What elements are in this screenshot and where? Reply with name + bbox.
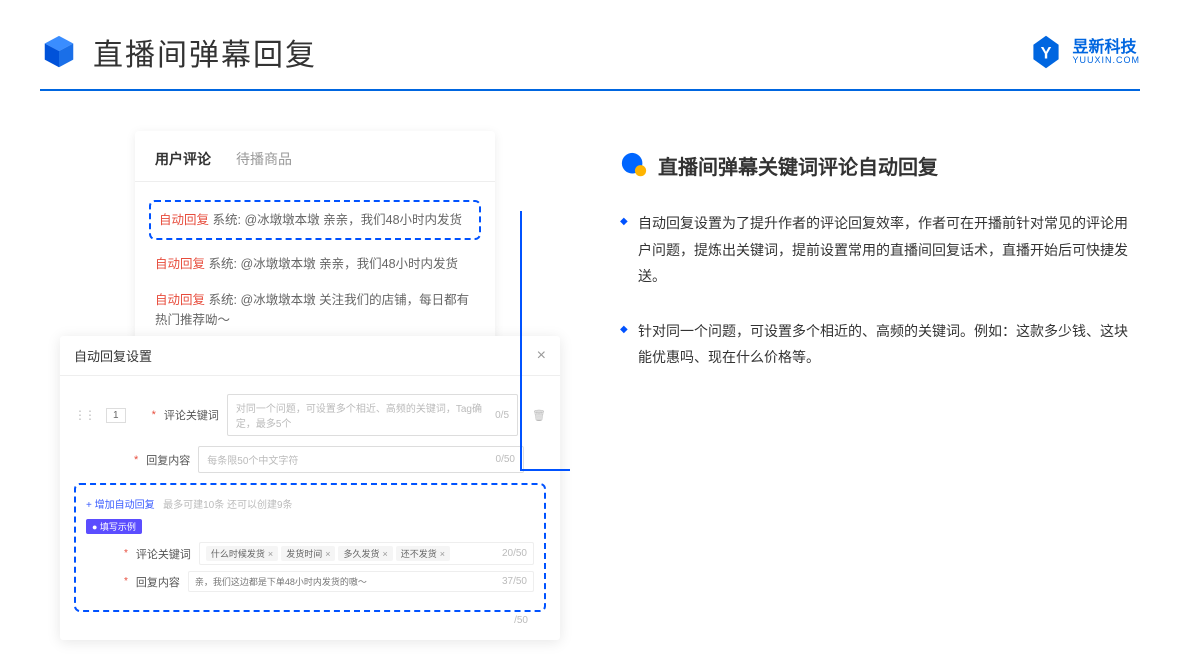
system-label: 系统:: [213, 213, 241, 227]
tag-remove-icon[interactable]: ×: [268, 549, 273, 559]
drag-handle-icon[interactable]: ⋮⋮: [74, 408, 94, 422]
example-block: + 增加自动回复 最多可建10条 还可以创建9条 ● 填写示例 * 评论关键词 …: [74, 483, 546, 612]
chat-bubble-icon: [620, 152, 648, 180]
char-count: 0/50: [496, 454, 515, 465]
outer-count: /50: [514, 615, 528, 626]
tag-remove-icon[interactable]: ×: [382, 549, 387, 559]
page-header: 直播间弹幕回复 Y 昱新科技 YUUXIN.COM: [0, 0, 1180, 89]
comment-item: 自动回复 系统: @冰墩墩本墩 亲亲，我们48小时内发货: [135, 246, 495, 282]
brand-text: 昱新科技 YUUXIN.COM: [1072, 40, 1140, 65]
ex-content-text: 亲，我们这边都是下单48小时内发货的嗷～: [195, 575, 367, 588]
ex-content-label: 回复内容: [136, 574, 180, 590]
settings-card: 自动回复设置 × ⋮⋮ 1 * 评论关键词 对同一个问题，可设置多个相近、高频的…: [60, 336, 560, 640]
bullet-item: 针对同一个问题，可设置多个相近的、高频的关键词。例如：这款多少钱、这块能优惠吗、…: [620, 318, 1140, 371]
keyword-row: ⋮⋮ 1 * 评论关键词 对同一个问题，可设置多个相近、高频的关键词，Tag确定…: [74, 394, 546, 436]
char-count: 20/50: [502, 548, 527, 559]
required-icon: *: [124, 576, 128, 587]
comment-text: @冰墩墩本墩 亲亲，我们48小时内发货: [240, 257, 458, 271]
placeholder: 每条限50个中文字符: [207, 452, 298, 467]
system-label: 系统:: [209, 257, 237, 271]
tag-remove-icon[interactable]: ×: [440, 549, 445, 559]
add-row: + 增加自动回复 最多可建10条 还可以创建9条: [86, 495, 534, 513]
settings-title: 自动回复设置: [74, 346, 152, 365]
char-count: 37/50: [502, 576, 527, 587]
required-icon: *: [152, 409, 156, 421]
settings-header: 自动回复设置 ×: [60, 336, 560, 376]
section-title: 直播间弹幕关键词评论自动回复: [658, 151, 938, 180]
keyword-input[interactable]: 对同一个问题，可设置多个相近、高频的关键词，Tag确定，最多5个 0/5: [227, 394, 518, 436]
example-content-input[interactable]: 亲，我们这边都是下单48小时内发货的嗷～ 37/50: [188, 571, 534, 592]
required-icon: *: [134, 454, 138, 466]
content-input[interactable]: 每条限50个中文字符 0/50: [198, 446, 524, 473]
header-left: 直播间弹幕回复: [40, 30, 317, 74]
bullet-item: 自动回复设置为了提升作者的评论回复效率，作者可在开播前针对常见的评论用户问题，提…: [620, 210, 1140, 290]
left-panel: 用户评论 待播商品 自动回复 系统: @冰墩墩本墩 亲亲，我们48小时内发货 自…: [60, 131, 560, 458]
system-label: 系统:: [209, 293, 237, 307]
bullet-list: 自动回复设置为了提升作者的评论回复效率，作者可在开播前针对常见的评论用户问题，提…: [620, 210, 1140, 371]
tabs: 用户评论 待播商品: [135, 149, 495, 182]
required-icon: *: [124, 548, 128, 559]
char-count: 0/5: [495, 410, 509, 421]
example-keyword-row: * 评论关键词 什么时候发货× 发货时间× 多久发货× 还不发货× 20/50: [86, 542, 534, 565]
brand-name: 昱新科技: [1072, 40, 1140, 56]
outer-count-row: /50: [74, 612, 546, 626]
close-icon[interactable]: ×: [537, 347, 546, 365]
tag-chip[interactable]: 还不发货×: [396, 546, 450, 561]
right-panel: 直播间弹幕关键词评论自动回复 自动回复设置为了提升作者的评论回复效率，作者可在开…: [620, 131, 1140, 458]
tags-wrap: 什么时候发货× 发货时间× 多久发货× 还不发货×: [206, 546, 453, 561]
trash-icon[interactable]: 🗑: [532, 409, 546, 422]
auto-reply-tag: 自动回复: [159, 213, 209, 227]
tag-remove-icon[interactable]: ×: [325, 549, 330, 559]
brand-url: YUUXIN.COM: [1072, 56, 1140, 65]
svg-text:Y: Y: [1041, 44, 1052, 62]
example-content-row: * 回复内容 亲，我们这边都是下单48小时内发货的嗷～ 37/50: [86, 571, 534, 592]
auto-reply-tag: 自动回复: [155, 257, 205, 271]
content-label: 回复内容: [146, 452, 190, 468]
page-title: 直播间弹幕回复: [93, 30, 317, 74]
brand-logo-icon: Y: [1028, 34, 1064, 70]
tag-chip[interactable]: 多久发货×: [338, 546, 392, 561]
comment-item-highlighted: 自动回复 系统: @冰墩墩本墩 亲亲，我们48小时内发货: [149, 200, 481, 240]
rule-number: 1: [106, 408, 126, 423]
content-row: * 回复内容 每条限50个中文字符 0/50: [74, 446, 546, 473]
example-keyword-input[interactable]: 什么时候发货× 发货时间× 多久发货× 还不发货× 20/50: [199, 542, 534, 565]
content: 用户评论 待播商品 自动回复 系统: @冰墩墩本墩 亲亲，我们48小时内发货 自…: [0, 91, 1180, 458]
keyword-label: 评论关键词: [164, 407, 219, 423]
auto-reply-tag: 自动回复: [155, 293, 205, 307]
comment-text: @冰墩墩本墩 亲亲，我们48小时内发货: [244, 213, 462, 227]
tab-pending-products[interactable]: 待播商品: [236, 149, 292, 169]
comment-list: 自动回复 系统: @冰墩墩本墩 亲亲，我们48小时内发货 自动回复 系统: @冰…: [135, 182, 495, 338]
ex-keyword-label: 评论关键词: [136, 546, 191, 562]
section-head: 直播间弹幕关键词评论自动回复: [620, 151, 1140, 180]
add-hint: 最多可建10条 还可以创建9条: [163, 500, 292, 511]
placeholder: 对同一个问题，可设置多个相近、高频的关键词，Tag确定，最多5个: [236, 400, 495, 430]
tag-chip[interactable]: 发货时间×: [281, 546, 335, 561]
brand: Y 昱新科技 YUUXIN.COM: [1028, 34, 1140, 70]
example-badge: ● 填写示例: [86, 519, 142, 534]
add-auto-reply-link[interactable]: + 增加自动回复: [86, 500, 155, 511]
tag-chip[interactable]: 什么时候发货×: [206, 546, 278, 561]
comment-item: 自动回复 系统: @冰墩墩本墩 关注我们的店铺，每日都有热门推荐呦～: [135, 282, 495, 338]
settings-body: ⋮⋮ 1 * 评论关键词 对同一个问题，可设置多个相近、高频的关键词，Tag确定…: [60, 376, 560, 640]
cube-icon: [40, 33, 78, 71]
tab-user-comments[interactable]: 用户评论: [155, 149, 211, 169]
